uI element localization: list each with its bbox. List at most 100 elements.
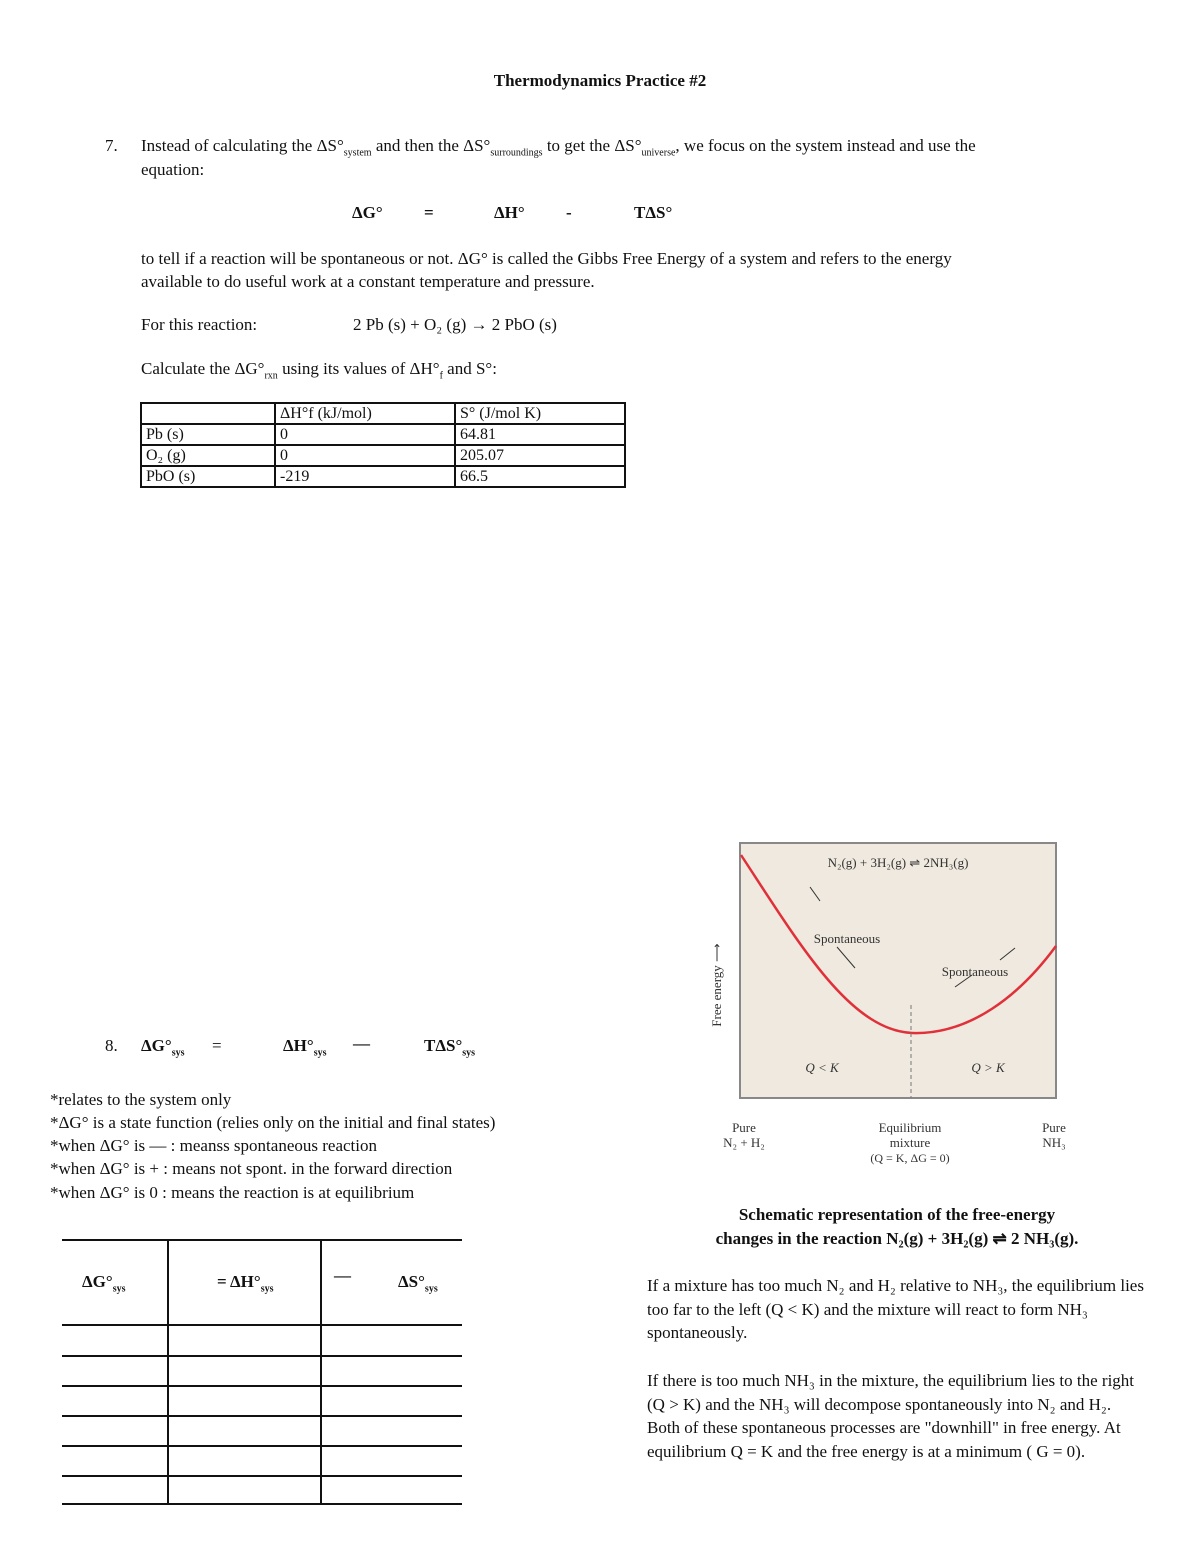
rule — [62, 1475, 462, 1477]
rule — [62, 1385, 462, 1387]
arrow-down-right — [836, 946, 856, 969]
x-label-mid: (Q = K, ΔG = 0) — [870, 1151, 949, 1165]
arrow-tail — [999, 947, 1016, 961]
x-label-right: Pure — [1042, 1120, 1066, 1135]
cell: Pb (s) — [140, 423, 276, 446]
eq-tds: TΔS° — [634, 203, 673, 222]
para1: to tell if a reaction will be spontaneou… — [141, 249, 952, 268]
cell: -219 — [274, 465, 456, 488]
cell: 205.07 — [454, 444, 626, 467]
page-title: Thermodynamics Practice #2 — [493, 71, 707, 90]
eq-g: ΔG° — [352, 203, 383, 222]
subscript: sys — [424, 1283, 438, 1295]
header-cell: ΔH°f (kJ/mol) — [274, 402, 456, 425]
subscript: sys — [260, 1283, 274, 1295]
rule — [62, 1503, 462, 1505]
para2: available to do useful work at a constan… — [141, 272, 595, 291]
rule — [62, 1324, 462, 1326]
note: *relates to the system only — [50, 1090, 232, 1109]
reaction-label: For this reaction: — [141, 315, 258, 334]
y-axis-label: Free energy ⟶ — [709, 943, 724, 1026]
q8-h: ΔH°sys — [283, 1036, 326, 1059]
text: ΔG° — [141, 1036, 172, 1055]
x-label-right: NH₃ — [1042, 1135, 1065, 1150]
explanation-paragraph: If a mixture has too much N₂ and H₂ rela… — [647, 1276, 1144, 1342]
text: to get the ΔS° — [542, 136, 642, 155]
plot-frame — [739, 842, 1057, 1099]
spontaneous-left: Spontaneous — [814, 931, 880, 946]
text: TΔS° — [424, 1036, 463, 1055]
x-label-left: N₂ + H₂ — [723, 1135, 765, 1150]
q8-tds: TΔS°sys — [424, 1036, 475, 1059]
q7-line2: equation: — [141, 160, 205, 179]
header-cell — [140, 402, 276, 425]
text: and then the ΔS° — [371, 136, 491, 155]
header-h: = ΔH°sys — [217, 1272, 273, 1295]
cell: 0 — [274, 444, 456, 467]
q7-line1: Instead of calculating the ΔS°system and… — [141, 136, 976, 159]
note: *when ΔG° is — : meanss spontaneous reac… — [50, 1136, 377, 1155]
subscript: surroundings — [490, 147, 543, 159]
subscript: sys — [313, 1047, 327, 1059]
divider — [167, 1240, 169, 1505]
text: using its values of ΔH° — [277, 359, 440, 378]
text: ΔS° — [398, 1272, 425, 1291]
eq-h: ΔH° — [494, 203, 525, 222]
subscript: sys — [112, 1283, 126, 1295]
table-row: Pb (s) 0 64.81 — [140, 423, 626, 446]
q8-dash: — — [353, 1034, 370, 1053]
cell: 64.81 — [454, 423, 626, 446]
text: Instead of calculating the ΔS° — [141, 136, 344, 155]
arrow-down-left — [954, 974, 973, 988]
text: Calculate the ΔG° — [141, 359, 265, 378]
table-header-row: ΔH°f (kJ/mol) S° (J/mol K) — [140, 402, 626, 425]
subscript: rxn — [264, 370, 278, 382]
rule — [62, 1445, 462, 1447]
figure-caption: changes in the reaction N₂(g) + 3H₂(g) ⇌… — [715, 1229, 1079, 1248]
subscript: sys — [462, 1047, 476, 1059]
cell: PbO (s) — [140, 465, 276, 488]
text: = ΔH° — [217, 1272, 261, 1291]
subscript: f — [439, 370, 443, 382]
cell: 66.5 — [454, 465, 626, 488]
eq-equals: = — [424, 203, 434, 222]
x-label-mid: Equilibrium — [879, 1120, 942, 1135]
cell: 0 — [274, 423, 456, 446]
q8-equals: = — [212, 1036, 222, 1055]
text: ΔH° — [283, 1036, 314, 1055]
cell: O₂ (g) — [140, 444, 276, 467]
text: ΔG° — [82, 1272, 113, 1291]
thermo-data-table: ΔH°f (kJ/mol) S° (J/mol K) Pb (s) 0 64.81 O… — [140, 402, 626, 488]
divider — [320, 1240, 322, 1505]
text: , we focus on the system instead and use… — [675, 136, 976, 155]
note: *ΔG° is a state function (relies only on… — [50, 1113, 496, 1132]
rule — [62, 1415, 462, 1417]
eq-minus: - — [566, 203, 572, 222]
arrow-tail — [809, 886, 821, 902]
subscript: universe — [641, 147, 676, 159]
question-number: 7. — [105, 136, 118, 155]
x-label-left: Pure — [732, 1120, 756, 1135]
explanation-paragraph: If there is too much NH₃ in the mixture,… — [647, 1371, 1135, 1461]
table-row: O₂ (g) 0 205.07 — [140, 444, 626, 467]
note: *when ΔG° is + : means not spont. in the… — [50, 1159, 453, 1178]
reaction: 2 Pb (s) + O₂ (g) → 2 PbO (s) — [353, 315, 557, 334]
rule — [62, 1239, 462, 1241]
free-energy-diagram: N₂(g) + 3H₂(g) ⇌ 2NH₃(g) Spontaneous Spo… — [709, 842, 1066, 1165]
text: and S°: — [442, 359, 497, 378]
subscript: system — [343, 147, 372, 159]
calc-instruction: Calculate the ΔG°rxn using its values of… — [141, 359, 497, 382]
header-cell: S° (J/mol K) — [454, 402, 626, 425]
q-less-k: Q < K — [805, 1060, 840, 1075]
subscript: sys — [171, 1047, 185, 1059]
header-dash: — — [334, 1266, 351, 1285]
rule — [62, 1355, 462, 1357]
table-row: PbO (s) -219 66.5 — [140, 465, 626, 488]
header-g: ΔG°sys — [82, 1272, 125, 1295]
note: *when ΔG° is 0 : means the reaction is a… — [50, 1183, 415, 1202]
figure-caption: Schematic representation of the free-ene… — [738, 1205, 1056, 1224]
question-number: 8. — [105, 1036, 118, 1055]
free-energy-curve — [739, 854, 1058, 1035]
q8-g: ΔG°sys — [141, 1036, 184, 1059]
